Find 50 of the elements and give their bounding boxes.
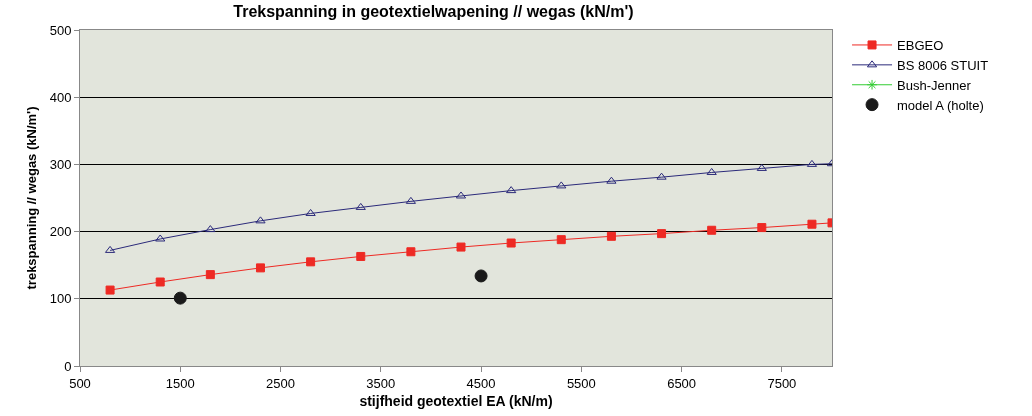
point xyxy=(656,172,667,180)
point xyxy=(756,163,767,171)
point xyxy=(657,229,667,239)
point xyxy=(506,186,517,194)
point xyxy=(707,225,717,235)
point xyxy=(406,247,416,257)
point xyxy=(706,167,717,175)
x-tick-label: 6500 xyxy=(667,375,697,391)
point xyxy=(255,263,265,273)
y-tick-label: 500 xyxy=(49,22,72,38)
x-tick-label: 5500 xyxy=(566,375,596,391)
point xyxy=(506,238,516,248)
point xyxy=(205,225,216,233)
point xyxy=(306,257,316,267)
point xyxy=(456,242,466,252)
y-tick-label: 0 xyxy=(64,358,72,374)
legend-label: Bush-Jenner xyxy=(897,77,972,93)
point xyxy=(606,176,617,184)
point xyxy=(356,251,366,261)
point xyxy=(105,285,115,295)
y-tick-label: 100 xyxy=(49,291,72,307)
x-tick-label: 1500 xyxy=(165,375,195,391)
point xyxy=(205,270,215,280)
x-tick-label: 4500 xyxy=(466,375,496,391)
point xyxy=(556,235,566,245)
x-axis-title: stijfheid geotextiel EA (kN/m) xyxy=(359,392,553,409)
legend-label: EBGEO xyxy=(897,38,944,54)
point xyxy=(606,231,616,241)
point xyxy=(255,216,266,224)
x-tick-label: 2500 xyxy=(266,375,295,391)
point xyxy=(305,208,316,216)
chart-title: Trekspanning in geotextielwapening // wegas (kN/m') xyxy=(233,3,634,21)
y-tick-label: 200 xyxy=(49,224,72,240)
point xyxy=(155,277,165,287)
point xyxy=(355,202,366,210)
point xyxy=(155,234,166,242)
point xyxy=(757,223,767,233)
point xyxy=(807,219,817,229)
x-tick-label: 7500 xyxy=(767,375,797,391)
point xyxy=(556,181,567,189)
x-tick-label: 500 xyxy=(69,375,91,391)
point xyxy=(405,196,416,204)
point xyxy=(474,269,488,283)
y-axis-title: trekspanning // wegas (kN/m') xyxy=(23,106,39,290)
y-tick-label: 300 xyxy=(49,156,72,172)
x-tick-label: 3500 xyxy=(366,375,396,391)
point xyxy=(173,291,187,305)
legend-label: BS 8006 STUIT xyxy=(897,57,989,73)
y-tick-label: 400 xyxy=(49,89,72,105)
legend-label: model A (holte) xyxy=(897,97,984,113)
